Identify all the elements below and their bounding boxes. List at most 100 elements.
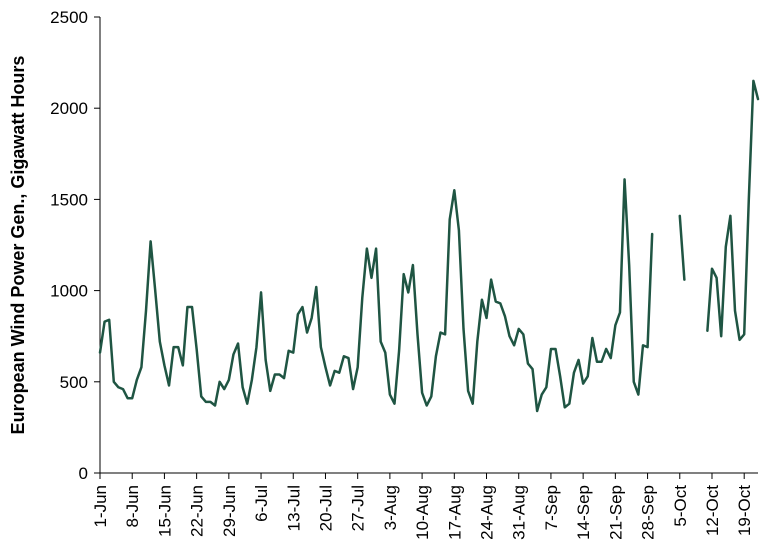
data-point [458, 229, 460, 231]
data-point [734, 310, 736, 312]
data-point [509, 335, 511, 337]
data-point [154, 290, 156, 292]
data-point [274, 374, 276, 376]
data-point [393, 403, 395, 405]
data-point [292, 352, 294, 354]
data-point [361, 297, 363, 299]
data-point [214, 405, 216, 407]
x-tick-label: 13-Jul [284, 485, 303, 531]
data-point [527, 363, 529, 365]
data-point [145, 310, 147, 312]
data-point [605, 348, 607, 350]
x-tick-label: 6-Jul [252, 485, 271, 522]
data-point [343, 355, 345, 357]
data-point [177, 346, 179, 348]
data-point [467, 390, 469, 392]
x-tick-label: 21-Sep [606, 485, 625, 540]
x-tick-label: 1-Jun [91, 485, 110, 528]
data-point [246, 403, 248, 405]
y-tick-label: 500 [60, 373, 88, 392]
data-point [642, 344, 644, 346]
data-point [255, 346, 257, 348]
data-point [375, 248, 377, 250]
data-point [476, 341, 478, 343]
data-point [440, 332, 442, 334]
y-tick-label: 1500 [50, 190, 88, 209]
data-point [614, 324, 616, 326]
data-point [499, 302, 501, 304]
data-point [113, 381, 115, 383]
data-point [209, 401, 211, 403]
data-point [637, 394, 639, 396]
data-point [633, 381, 635, 383]
data-point [495, 301, 497, 303]
data-point [398, 350, 400, 352]
data-point [136, 379, 138, 381]
data-point [619, 311, 621, 313]
data-point [186, 306, 188, 308]
data-point [610, 357, 612, 359]
data-point [426, 405, 428, 407]
data-point [624, 178, 626, 180]
data-point [366, 248, 368, 250]
data-point [196, 348, 198, 350]
data-point [389, 394, 391, 396]
data-point [453, 189, 455, 191]
data-point [628, 264, 630, 266]
data-point [324, 366, 326, 368]
data-point [587, 375, 589, 377]
data-point [127, 397, 129, 399]
series-group [98, 79, 760, 413]
y-axis-title: European Wind Power Gen., Gigawatt Hours [8, 56, 28, 435]
data-point [242, 386, 244, 388]
data-point [288, 350, 290, 352]
data-point [278, 374, 280, 376]
data-point [182, 364, 184, 366]
data-point [545, 386, 547, 388]
x-tick-label: 28-Sep [639, 485, 658, 540]
data-point [568, 403, 570, 405]
data-point [223, 388, 225, 390]
x-tick-label: 19-Oct [735, 485, 754, 536]
data-point [486, 317, 488, 319]
data-point [260, 291, 262, 293]
data-point [748, 198, 750, 200]
data-point [463, 328, 465, 330]
data-point [407, 291, 409, 293]
x-tick-label: 10-Aug [413, 485, 432, 540]
data-point [416, 333, 418, 335]
data-point [490, 279, 492, 281]
data-point [159, 341, 161, 343]
data-point [421, 392, 423, 394]
data-point [117, 386, 119, 388]
x-tick-label: 12-Oct [703, 485, 722, 536]
data-point [380, 341, 382, 343]
data-point [536, 410, 538, 412]
x-tick-label: 20-Jul [316, 485, 335, 531]
data-point [518, 328, 520, 330]
data-point [706, 330, 708, 332]
x-tick-label: 29-Jun [220, 485, 239, 537]
x-tick-label: 17-Aug [445, 485, 464, 540]
data-point [315, 286, 317, 288]
data-point [757, 98, 759, 100]
data-point [352, 388, 354, 390]
data-point [578, 359, 580, 361]
data-point [573, 372, 575, 374]
data-point [743, 333, 745, 335]
data-point [564, 406, 566, 408]
data-point [449, 218, 451, 220]
data-point [752, 80, 754, 82]
x-tick-label: 27-Jul [349, 485, 368, 531]
x-tick-label: 7-Sep [542, 485, 561, 530]
data-point [582, 383, 584, 385]
x-tick-label: 31-Aug [510, 485, 529, 540]
x-tick-label: 14-Sep [574, 485, 593, 540]
data-point [232, 353, 234, 355]
data-point [647, 346, 649, 348]
data-point [532, 368, 534, 370]
x-tick-label: 8-Jun [123, 485, 142, 528]
data-point [219, 381, 221, 383]
data-point [522, 333, 524, 335]
